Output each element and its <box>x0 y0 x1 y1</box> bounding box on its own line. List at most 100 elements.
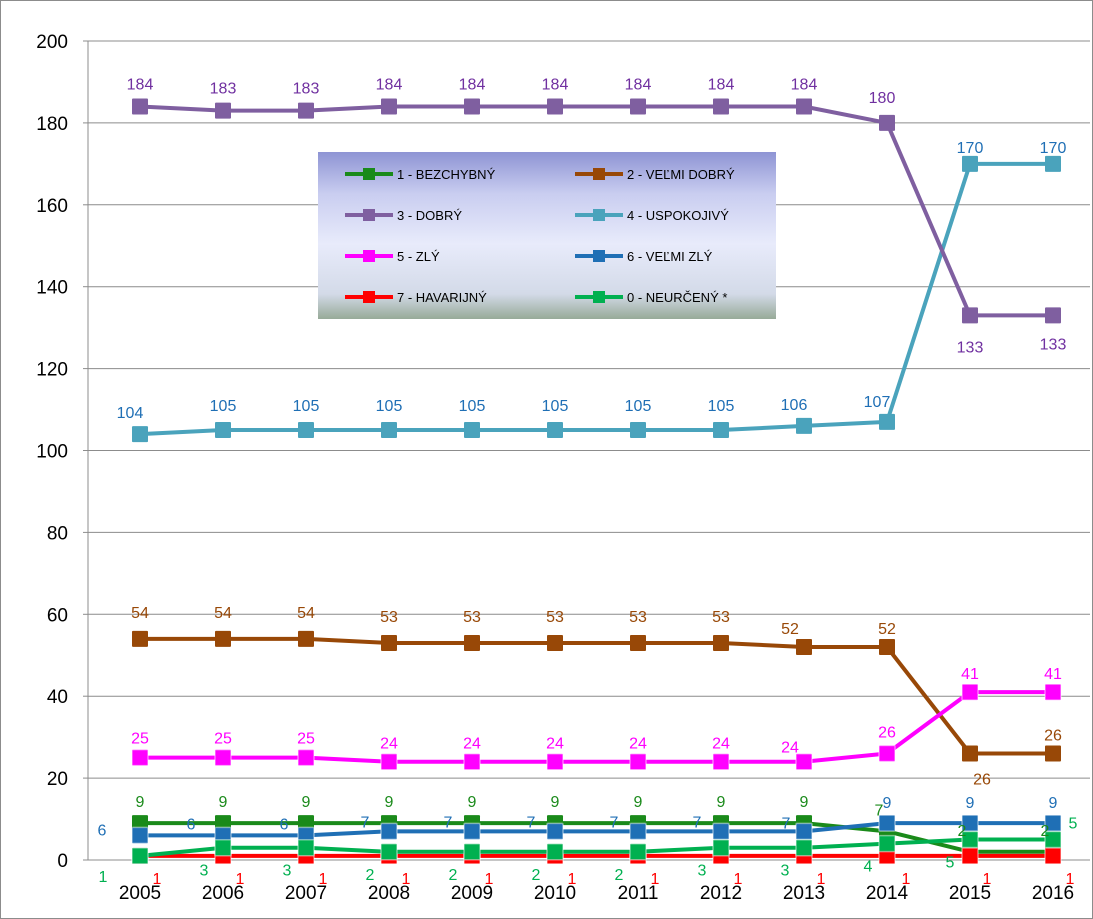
legend-swatch-marker <box>593 168 605 180</box>
data-label: 4 <box>864 859 873 876</box>
data-point-marker <box>878 744 896 763</box>
x-tick-label: 2005 <box>119 883 161 904</box>
data-point-marker <box>961 814 979 832</box>
data-point-marker <box>131 826 149 845</box>
x-tick-label: 2012 <box>700 883 742 904</box>
data-point-marker <box>381 634 397 651</box>
data-label: 7 <box>527 814 536 831</box>
x-tick-label: 2011 <box>618 883 659 904</box>
legend-item: 6 - VEĽMI ZLÝ <box>575 249 713 264</box>
data-label: 5 <box>1069 816 1078 833</box>
series-line <box>140 821 1053 838</box>
data-label: 9 <box>136 794 145 811</box>
data-label: 3 <box>781 863 790 880</box>
legend-swatch-marker <box>363 250 375 262</box>
data-label: 24 <box>629 736 647 753</box>
y-tick-label: 60 <box>47 605 68 626</box>
data-label: 170 <box>1040 140 1067 157</box>
data-label: 26 <box>878 725 896 742</box>
data-label: 6 <box>187 816 196 833</box>
legend-swatch-marker <box>593 250 605 262</box>
data-label: 184 <box>708 77 735 94</box>
data-point-marker <box>1044 814 1062 832</box>
data-label: 41 <box>1044 666 1062 683</box>
data-point-marker <box>1044 847 1062 865</box>
data-point-marker <box>796 417 812 434</box>
data-label: 105 <box>459 398 486 415</box>
data-point-marker <box>132 426 148 443</box>
series-4 <box>132 155 1061 443</box>
data-label: 1 <box>902 871 911 888</box>
data-label: 3 <box>283 863 292 880</box>
data-label: 2 <box>449 867 458 884</box>
data-point-marker <box>298 102 314 119</box>
legend-label: 2 - VEĽMI DOBRÝ <box>627 167 735 182</box>
data-point-marker <box>879 114 895 131</box>
legend-swatch-marker <box>593 291 605 303</box>
data-label: 3 <box>698 863 707 880</box>
data-label: 9 <box>634 794 643 811</box>
legend-swatch-marker <box>593 209 605 221</box>
data-label: 183 <box>293 81 320 98</box>
y-tick-label: 100 <box>36 442 68 463</box>
legend-item: 5 - ZLÝ <box>345 249 440 264</box>
x-tick-label: 2010 <box>534 883 576 904</box>
legend-item: 7 - HAVARIJNÝ <box>345 290 487 305</box>
series-line <box>140 821 1053 854</box>
data-label: 1 <box>99 869 108 886</box>
legend-swatch-marker <box>363 291 375 303</box>
data-label: 104 <box>117 405 144 422</box>
legend-item: 0 - NEURČENÝ * <box>575 290 727 305</box>
data-point-marker <box>1045 155 1061 172</box>
legend-label: 3 - DOBRÝ <box>397 208 462 223</box>
data-point-marker <box>463 822 481 841</box>
legend-label: 5 - ZLÝ <box>397 249 440 264</box>
legend-label: 1 - BEZCHYBNÝ <box>397 167 496 182</box>
series-6 <box>131 814 1062 845</box>
data-point-marker <box>796 639 812 656</box>
series-8 <box>131 830 1062 865</box>
data-point-marker <box>464 634 480 651</box>
data-label: 1 <box>153 871 162 888</box>
data-point-marker <box>878 814 896 832</box>
data-point-marker <box>297 838 315 857</box>
data-label: 9 <box>385 794 394 811</box>
data-point-marker <box>795 838 813 857</box>
series-line <box>139 837 1053 858</box>
data-point-marker <box>132 630 148 647</box>
legend-item: 2 - VEĽMI DOBRÝ <box>575 167 735 182</box>
data-label: 25 <box>214 731 232 748</box>
data-label: 26 <box>1044 728 1062 745</box>
data-label: 7 <box>693 814 702 831</box>
data-point-marker <box>547 634 563 651</box>
data-label: 53 <box>546 609 564 626</box>
data-point-marker <box>463 752 481 771</box>
data-label: 105 <box>376 398 403 415</box>
y-tick-labels: 0 20 40 60 80 100 120 140 160 180 200 <box>36 32 68 872</box>
data-point-marker <box>879 413 895 430</box>
data-point-marker <box>380 752 398 771</box>
data-label: 2 <box>532 867 541 884</box>
data-point-marker <box>795 822 813 841</box>
data-label: 24 <box>380 736 398 753</box>
data-point-marker <box>712 822 730 841</box>
legend-background <box>318 152 776 319</box>
data-label: 184 <box>459 77 486 94</box>
data-point-marker <box>962 307 978 324</box>
x-tick-label: 2013 <box>783 883 825 904</box>
data-point-marker <box>214 748 232 767</box>
data-label: 105 <box>210 398 237 415</box>
data-label: 1 <box>568 871 577 888</box>
data-label: 9 <box>883 795 892 812</box>
data-label: 2 <box>1041 823 1050 840</box>
data-label: 6 <box>98 822 107 839</box>
data-label: 1 <box>983 871 992 888</box>
data-label: 9 <box>800 794 809 811</box>
x-tick-labels: 2005 2006 2007 2008 2009 2010 2011 2012 2013 2014… <box>119 883 1074 904</box>
data-label: 105 <box>293 398 320 415</box>
data-label: 53 <box>712 609 730 626</box>
data-label: 5 <box>946 855 955 872</box>
data-point-marker <box>380 822 398 841</box>
data-point-marker <box>381 422 397 439</box>
